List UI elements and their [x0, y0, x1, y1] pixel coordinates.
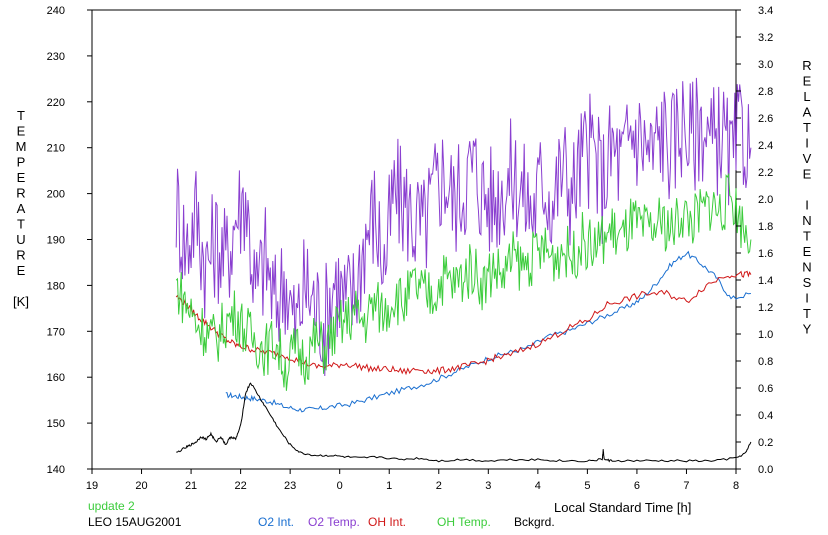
- x-tick-label: 0: [337, 480, 343, 492]
- y-left-tick-label: 150: [47, 418, 65, 430]
- y-right-title-letter: N: [802, 260, 811, 275]
- y-left-title-letter: P: [17, 155, 26, 170]
- y-right-tick-label: 0.8: [758, 356, 773, 368]
- series-line-bckgrd: [176, 382, 752, 463]
- x-tick-label: 6: [634, 480, 640, 492]
- y-left-title-letter: R: [16, 186, 25, 201]
- x-tick-label: 21: [185, 480, 197, 492]
- y-right-tick-label: 0.4: [758, 410, 773, 422]
- y-left-tick-label: 200: [47, 189, 65, 201]
- y-right-title-letter: Y: [803, 322, 812, 337]
- y-left-tick-label: 180: [47, 280, 65, 292]
- y-left-tick-label: 240: [47, 5, 65, 17]
- y-left-title-letter: [K]: [13, 294, 29, 309]
- y-right-title-letter: S: [803, 275, 812, 290]
- y-left-tick-label: 170: [47, 326, 65, 338]
- y-left-title-letter: A: [17, 201, 26, 216]
- y-right-title-letter: A: [803, 105, 812, 120]
- y-right-title-letter: T: [803, 229, 811, 244]
- y-left-title-letter: T: [17, 108, 25, 123]
- y-right-axis-ticks: 0.0 0.2 0.4 0.6 0.8 1.0 1.2 1.4 1.6 1.8 2.0 2.2 2.4 2…: [736, 5, 773, 476]
- y-right-tick-label: 2.2: [758, 167, 773, 179]
- y-left-axis-ticks: 140 150 160 170 180 190 200 210 220 230 240: [47, 5, 92, 476]
- y-right-tick-label: 0.6: [758, 383, 773, 395]
- y-right-title-letter: L: [803, 89, 810, 104]
- y-right-title-letter: E: [803, 244, 812, 259]
- legend: O2 Int. O2 Temp. OH Int. OH Temp. Bckgrd.: [258, 515, 555, 529]
- x-axis-title: Local Standard Time [h]: [554, 500, 691, 515]
- y-right-tick-label: 3.4: [758, 5, 773, 17]
- y-left-tick-label: 160: [47, 372, 65, 384]
- x-tick-label: 2: [436, 480, 442, 492]
- y-left-tick-label: 140: [47, 464, 65, 476]
- y-right-title-letter: E: [803, 74, 812, 89]
- x-tick-label: 20: [135, 480, 147, 492]
- y-right-tick-label: 1.4: [758, 275, 773, 287]
- x-tick-label: 19: [86, 480, 98, 492]
- x-tick-label: 23: [284, 480, 296, 492]
- y-right-tick-label: 1.2: [758, 302, 773, 314]
- y-left-tick-label: 220: [47, 97, 65, 109]
- station-label: LEO 15AUG2001: [88, 515, 182, 529]
- y-left-title-letter: M: [16, 139, 27, 154]
- y-left-title-letter: U: [16, 232, 25, 247]
- update-label: update 2: [88, 499, 135, 513]
- y-right-title-letter: T: [803, 120, 811, 135]
- y-left-tick-label: 230: [47, 51, 65, 63]
- y-left-title-letter: E: [17, 124, 26, 139]
- x-tick-label: 4: [535, 480, 541, 492]
- x-tick-label: 1: [386, 480, 392, 492]
- series-layer: [175, 77, 752, 463]
- x-tick-label: 3: [485, 480, 491, 492]
- y-right-title-letter: V: [803, 151, 812, 166]
- y-right-title-letter: I: [805, 136, 809, 151]
- x-tick-label: 7: [683, 480, 689, 492]
- y-right-tick-label: 2.8: [758, 86, 773, 98]
- legend-entry: OH Temp.: [437, 515, 491, 529]
- y-left-title-letter: E: [17, 170, 26, 185]
- legend-entry: OH Int.: [368, 515, 406, 529]
- x-tick-label: 8: [733, 480, 739, 492]
- legend-entry: O2 Temp.: [308, 515, 360, 529]
- y-right-title-letter: E: [803, 167, 812, 182]
- x-axis-ticks: 19 20 21 22 23 0 1 2 3 4 5 6 7 8: [86, 469, 739, 492]
- y-right-title-letter: I: [805, 291, 809, 306]
- y-right-title-letter: I: [805, 198, 809, 213]
- series-line-oh-temp: [175, 172, 752, 391]
- x-tick-label: 5: [584, 480, 590, 492]
- y-right-tick-label: 2.6: [758, 113, 773, 125]
- y-left-title-letter: T: [17, 217, 25, 232]
- x-tick-label: 22: [234, 480, 246, 492]
- y-right-tick-label: 1.0: [758, 329, 773, 341]
- y-right-tick-label: 0.2: [758, 437, 773, 449]
- legend-entry: O2 Int.: [258, 515, 294, 529]
- y-right-tick-label: 3.2: [758, 32, 773, 44]
- y-right-tick-label: 1.8: [758, 221, 773, 233]
- y-left-tick-label: 210: [47, 143, 65, 155]
- plot-frame: [91, 9, 737, 470]
- y-right-title-letter: R: [802, 58, 811, 73]
- y-left-title-letter: E: [17, 263, 26, 278]
- y-right-title-letter: T: [803, 306, 811, 321]
- y-right-tick-label: 2.0: [758, 194, 773, 206]
- y-left-title-letter: R: [16, 248, 25, 263]
- y-right-tick-label: 3.0: [758, 59, 773, 71]
- y-right-tick-label: 2.4: [758, 140, 773, 152]
- series-line-o2-temp: [175, 77, 752, 377]
- y-right-title-letter: N: [802, 213, 811, 228]
- y-right-tick-label: 1.6: [758, 248, 773, 260]
- plot-border: [91, 9, 737, 470]
- legend-entry: Bckgrd.: [514, 515, 555, 529]
- y-right-tick-label: 0.0: [758, 464, 773, 476]
- y-left-tick-label: 190: [47, 235, 65, 247]
